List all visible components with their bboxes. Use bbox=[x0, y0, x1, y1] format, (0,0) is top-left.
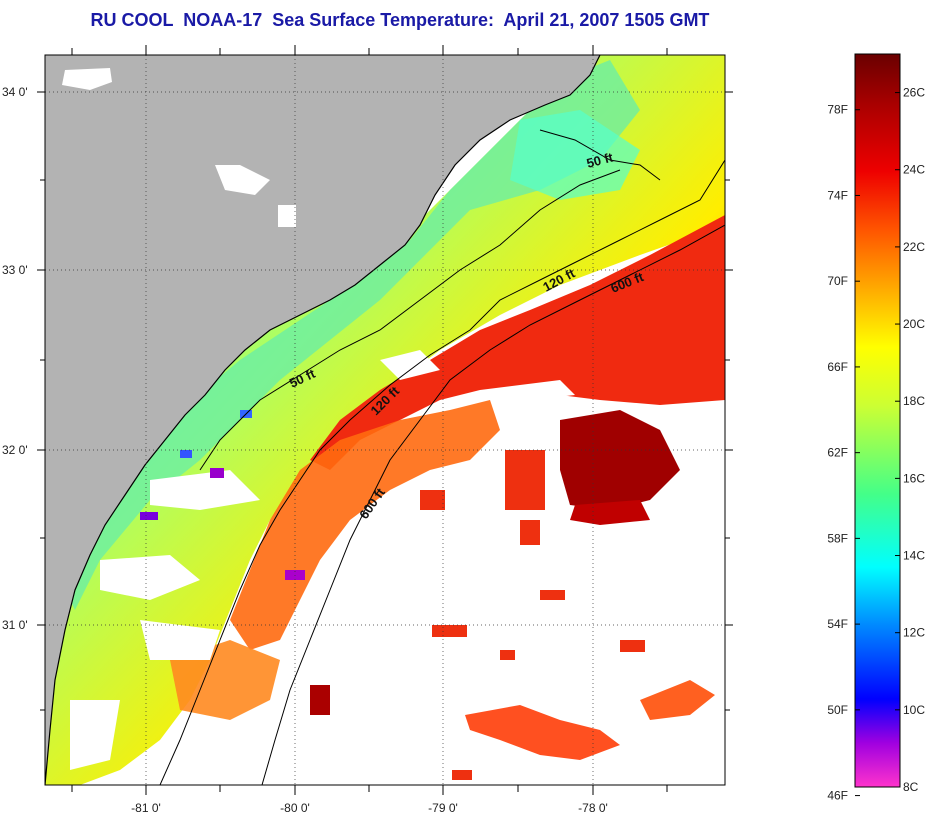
coastline bbox=[45, 55, 601, 785]
colorbar-f-label: 62F bbox=[827, 446, 848, 460]
colorbar: 78F 74F 70F 66F 62F 58F 54F 50F 46F 26C 24C 22C 20C… bbox=[827, 53, 925, 803]
inland-clouds bbox=[62, 68, 296, 227]
lat-label-34: 34 0' bbox=[2, 85, 28, 99]
colorbar-c-label: 14C bbox=[903, 549, 925, 563]
warm-filament-2 bbox=[640, 680, 715, 720]
colorbar-f-label: 78F bbox=[827, 103, 848, 117]
colorbar-f-label: 54F bbox=[827, 617, 848, 631]
colorbar-f-label: 66F bbox=[827, 360, 848, 374]
contour-50ft-line bbox=[199, 129, 661, 471]
colorbar-f-label: 74F bbox=[827, 188, 848, 202]
colorbar-c-label: 20C bbox=[903, 317, 925, 331]
colorbar-f-label: 70F bbox=[827, 274, 848, 288]
map-panel bbox=[45, 55, 725, 785]
lat-label-31: 31 0' bbox=[2, 618, 28, 632]
cool-coastal-band bbox=[60, 60, 640, 610]
colorbar-c-label: 12C bbox=[903, 626, 925, 640]
cloud-patches bbox=[70, 350, 575, 770]
colorbar-c-label: 18C bbox=[903, 394, 925, 408]
nearshore-water bbox=[45, 55, 725, 785]
warm-fragments bbox=[310, 450, 645, 780]
lat-label-32: 32 0' bbox=[2, 443, 28, 457]
colorbar-c-label: 16C bbox=[903, 471, 925, 485]
colorbar-f-label: 46F bbox=[827, 789, 848, 803]
colorbar-gradient bbox=[854, 53, 901, 788]
land-mass bbox=[45, 55, 600, 785]
contour-120ft-line bbox=[159, 159, 725, 785]
colorbar-c-label: 22C bbox=[903, 240, 925, 254]
lon-label-78: -78 0' bbox=[578, 801, 608, 815]
warm-filament bbox=[465, 705, 620, 760]
contour-label-50ft-north: 50 ft bbox=[585, 149, 615, 171]
colorbar-f-label: 50F bbox=[827, 703, 848, 717]
lon-label-79: -79 0' bbox=[428, 801, 458, 815]
grid-lines bbox=[45, 55, 725, 785]
axis-ticks bbox=[37, 45, 733, 795]
colorbar-c-label: 10C bbox=[903, 703, 925, 717]
colorbar-c-label: 24C bbox=[903, 163, 925, 177]
lat-label-33: 33 0' bbox=[2, 263, 28, 277]
map-title: RU COOL NOAA-17 Sea Surface Temperature:… bbox=[90, 10, 710, 30]
hot-core bbox=[560, 410, 680, 510]
map-frame bbox=[44, 54, 726, 786]
colorbar-f-label: 58F bbox=[827, 531, 848, 545]
gulf-stream-water bbox=[310, 215, 725, 470]
lon-label-80: -80 0' bbox=[280, 801, 310, 815]
hot-fragment-1 bbox=[570, 500, 650, 525]
colorbar-c-label: 8C bbox=[903, 780, 919, 794]
warm-transition bbox=[230, 400, 500, 650]
lon-label-81: -81 0' bbox=[131, 801, 161, 815]
colorbar-c-label: 26C bbox=[903, 86, 925, 100]
cool-patch bbox=[510, 110, 640, 200]
contour-600ft-line bbox=[261, 224, 725, 785]
